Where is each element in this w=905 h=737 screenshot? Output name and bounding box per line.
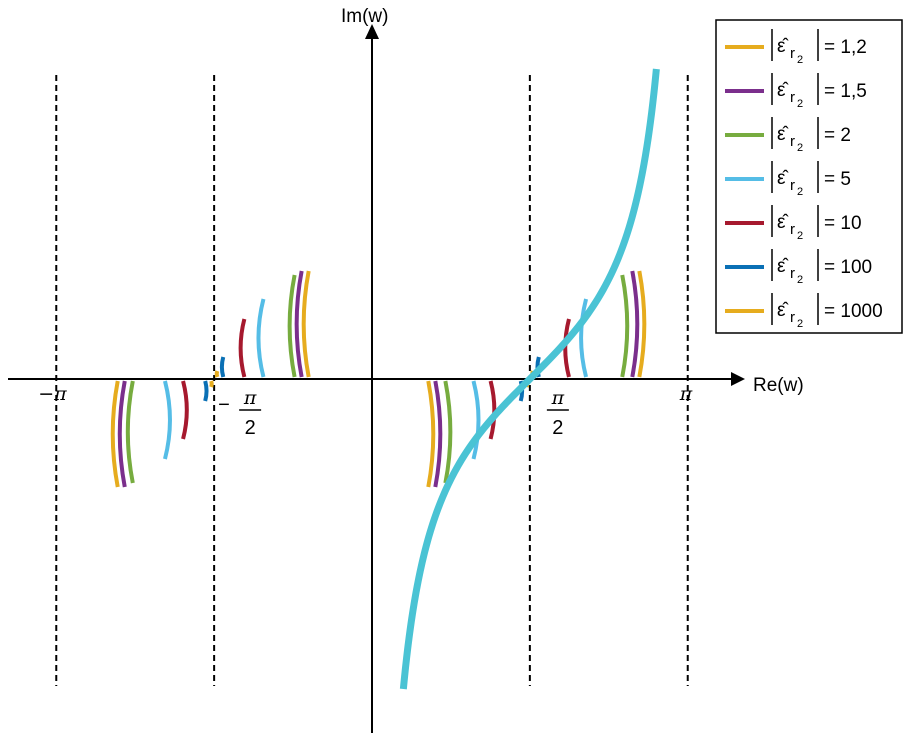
series-4-mark-2 — [241, 319, 245, 377]
series-3-mark-1 — [474, 381, 479, 459]
series-5-mark-2 — [222, 357, 223, 377]
legend-subsubscript-4: 2 — [797, 230, 803, 242]
legend: ε̂ r 2= 1,2ε̂ r 2= 1,5ε̂ r 2= 2ε̂ r 2= 5ε̂ r 2= 10… — [716, 20, 902, 333]
legend-label-6: = 1000 — [824, 301, 883, 322]
legend-subscript-0: r — [790, 45, 795, 62]
series-1-mark-1 — [435, 381, 440, 487]
x-tick-sign-1: − — [218, 394, 230, 416]
series-3-mark-2 — [258, 299, 263, 377]
legend-label-1: = 1,5 — [824, 81, 867, 102]
series-2-mark-3 — [622, 275, 627, 377]
legend-subsubscript-3: 2 — [797, 186, 803, 198]
legend-subscript-4: r — [790, 221, 795, 238]
series-4-mark-0 — [183, 381, 187, 439]
series-1-mark-2 — [297, 271, 302, 377]
series-0-mark-0 — [113, 381, 118, 487]
legend-box — [716, 20, 902, 333]
x-tick-numerator-1: π — [243, 387, 257, 409]
legend-subsubscript-0: 2 — [797, 54, 803, 66]
x-tick-fraction-1: − π 2 — [218, 387, 261, 439]
x-tick-fraction-2: π2 — [547, 387, 569, 439]
legend-label-5: = 100 — [824, 257, 872, 278]
series-0-mark-2 — [304, 271, 309, 377]
series-2-mark-0 — [128, 381, 133, 483]
legend-subsubscript-5: 2 — [797, 274, 803, 286]
series-0-mark-3 — [639, 271, 644, 377]
series-0-mark-1 — [428, 381, 433, 487]
legend-subsubscript-6: 2 — [797, 318, 803, 330]
series-3-mark-3 — [581, 299, 586, 377]
legend-subscript-3: r — [790, 177, 795, 194]
series-3-mark-0 — [165, 381, 170, 459]
x-axis-arrowhead — [731, 372, 745, 386]
series-5-mark-0 — [205, 381, 206, 401]
series-6-mark-0 — [211, 381, 212, 387]
legend-subscript-1: r — [790, 89, 795, 106]
series-4-mark-3 — [565, 319, 569, 377]
legend-subscript-2: r — [790, 133, 795, 150]
x-tick-label-0: −π — [38, 383, 67, 405]
series-2-mark-2 — [290, 275, 295, 377]
x-tick-denominator-1: 2 — [245, 417, 256, 439]
series-1-mark-0 — [120, 381, 125, 487]
legend-label-2: = 2 — [824, 125, 851, 146]
axes-layer: Re(w) Im(w) — [8, 6, 804, 733]
legend-subsubscript-1: 2 — [797, 98, 803, 110]
series-1-mark-3 — [632, 271, 637, 377]
legend-subscript-6: r — [790, 309, 795, 326]
legend-label-3: = 5 — [824, 169, 851, 190]
legend-subscript-5: r — [790, 265, 795, 282]
series-2-mark-1 — [445, 381, 450, 483]
legend-label-0: = 1,2 — [824, 37, 867, 58]
x-axis-label: Re(w) — [753, 375, 804, 396]
x-tick-numerator-2: π — [551, 387, 565, 409]
series-4-mark-1 — [491, 381, 495, 439]
x-tick-denominator-2: 2 — [552, 417, 563, 439]
legend-label-4: = 10 — [824, 213, 862, 234]
legend-subsubscript-2: 2 — [797, 142, 803, 154]
series-6-mark-2 — [217, 371, 218, 377]
y-axis-label: Im(w) — [341, 6, 388, 27]
x-tick-label-3: π — [679, 383, 693, 405]
